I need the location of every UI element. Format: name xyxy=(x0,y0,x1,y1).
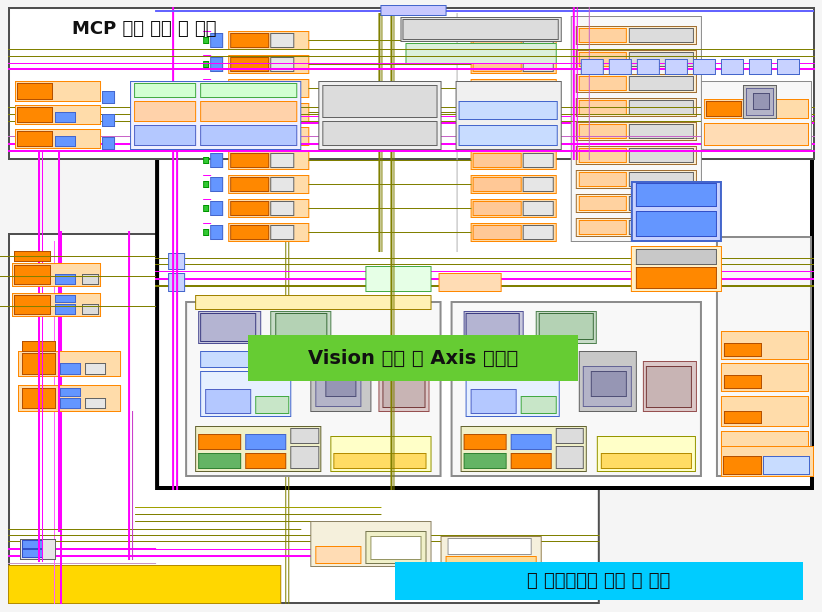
Text: 빔 모니터링을 위한 축 제어: 빔 모니터링을 위한 축 제어 xyxy=(528,572,671,590)
Text: MCP 위치 정의 및 이동: MCP 위치 정의 및 이동 xyxy=(72,20,216,38)
FancyBboxPatch shape xyxy=(248,335,578,381)
Text: Vision 셋팅 과 Axis 초기화: Vision 셋팅 과 Axis 초기화 xyxy=(308,348,518,367)
FancyBboxPatch shape xyxy=(395,562,803,600)
